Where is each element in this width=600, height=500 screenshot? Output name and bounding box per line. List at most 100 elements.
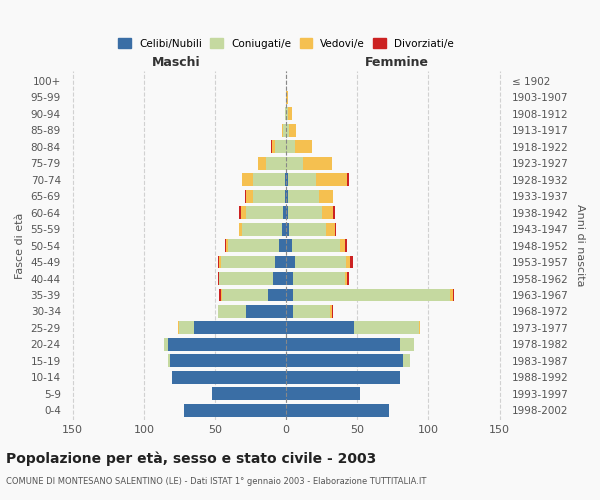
Bar: [344, 239, 347, 252]
Bar: [295, 140, 312, 153]
Bar: [452, 288, 454, 302]
Bar: [222, 288, 268, 302]
Text: Popolazione per età, sesso e stato civile - 2003: Popolazione per età, sesso e stato civil…: [6, 451, 376, 466]
Bar: [253, 190, 285, 202]
Bar: [218, 256, 220, 268]
Bar: [274, 272, 286, 285]
Bar: [272, 140, 275, 153]
Bar: [295, 256, 346, 268]
Bar: [266, 157, 286, 170]
Bar: [271, 140, 272, 153]
Bar: [253, 174, 285, 186]
Bar: [303, 157, 332, 170]
Bar: [220, 272, 274, 285]
Bar: [286, 91, 287, 104]
Bar: [331, 305, 332, 318]
Bar: [346, 256, 350, 268]
Bar: [258, 157, 266, 170]
Bar: [170, 354, 286, 368]
Bar: [221, 256, 275, 268]
Bar: [287, 174, 316, 186]
Bar: [285, 174, 286, 186]
Bar: [239, 206, 241, 219]
Bar: [242, 174, 253, 186]
Bar: [287, 206, 322, 219]
Bar: [335, 222, 336, 235]
Bar: [355, 322, 419, 334]
Bar: [279, 239, 286, 252]
Bar: [283, 206, 286, 219]
Bar: [285, 108, 286, 120]
Bar: [220, 256, 221, 268]
Bar: [184, 404, 286, 416]
Bar: [226, 239, 228, 252]
Bar: [403, 354, 410, 368]
Bar: [289, 124, 296, 136]
Bar: [164, 338, 168, 351]
Bar: [275, 256, 286, 268]
Bar: [241, 206, 247, 219]
Bar: [212, 388, 286, 400]
Bar: [450, 288, 452, 302]
Bar: [333, 206, 335, 219]
Bar: [286, 338, 400, 351]
Bar: [293, 288, 450, 302]
Bar: [268, 288, 286, 302]
Text: Femmine: Femmine: [364, 56, 428, 68]
Bar: [286, 108, 287, 120]
Y-axis label: Fasce di età: Fasce di età: [15, 212, 25, 279]
Bar: [293, 272, 344, 285]
Bar: [316, 174, 347, 186]
Bar: [344, 272, 347, 285]
Legend: Celibi/Nubili, Coniugati/e, Vedovi/e, Divorziati/e: Celibi/Nubili, Coniugati/e, Vedovi/e, Di…: [114, 34, 458, 53]
Bar: [218, 272, 220, 285]
Bar: [326, 222, 335, 235]
Bar: [286, 404, 389, 416]
Bar: [245, 190, 247, 202]
Bar: [286, 371, 400, 384]
Bar: [287, 190, 319, 202]
Bar: [286, 272, 293, 285]
Bar: [286, 222, 289, 235]
Bar: [218, 305, 247, 318]
Bar: [319, 190, 333, 202]
Bar: [283, 124, 286, 136]
Bar: [286, 124, 289, 136]
Bar: [322, 206, 333, 219]
Bar: [247, 190, 253, 202]
Bar: [347, 272, 349, 285]
Bar: [289, 222, 326, 235]
Bar: [286, 157, 303, 170]
Bar: [221, 288, 222, 302]
Bar: [332, 305, 333, 318]
Text: Maschi: Maschi: [152, 56, 200, 68]
Bar: [282, 222, 286, 235]
Bar: [286, 354, 403, 368]
Bar: [225, 239, 226, 252]
Bar: [340, 239, 344, 252]
Bar: [247, 305, 286, 318]
Bar: [293, 305, 330, 318]
Y-axis label: Anni di nascita: Anni di nascita: [575, 204, 585, 287]
Bar: [239, 222, 242, 235]
Bar: [286, 206, 287, 219]
Bar: [194, 322, 286, 334]
Text: COMUNE DI MONTESANO SALENTINO (LE) - Dati ISTAT 1° gennaio 2003 - Elaborazione T: COMUNE DI MONTESANO SALENTINO (LE) - Dat…: [6, 477, 427, 486]
Bar: [168, 338, 286, 351]
Bar: [247, 206, 283, 219]
Bar: [286, 322, 355, 334]
Bar: [286, 288, 293, 302]
Bar: [168, 354, 170, 368]
Bar: [282, 124, 283, 136]
Bar: [228, 239, 279, 252]
Bar: [400, 338, 414, 351]
Bar: [286, 190, 287, 202]
Bar: [286, 174, 287, 186]
Bar: [275, 140, 286, 153]
Bar: [286, 239, 292, 252]
Bar: [347, 174, 349, 186]
Bar: [350, 256, 353, 268]
Bar: [242, 222, 282, 235]
Bar: [172, 371, 286, 384]
Bar: [286, 388, 360, 400]
